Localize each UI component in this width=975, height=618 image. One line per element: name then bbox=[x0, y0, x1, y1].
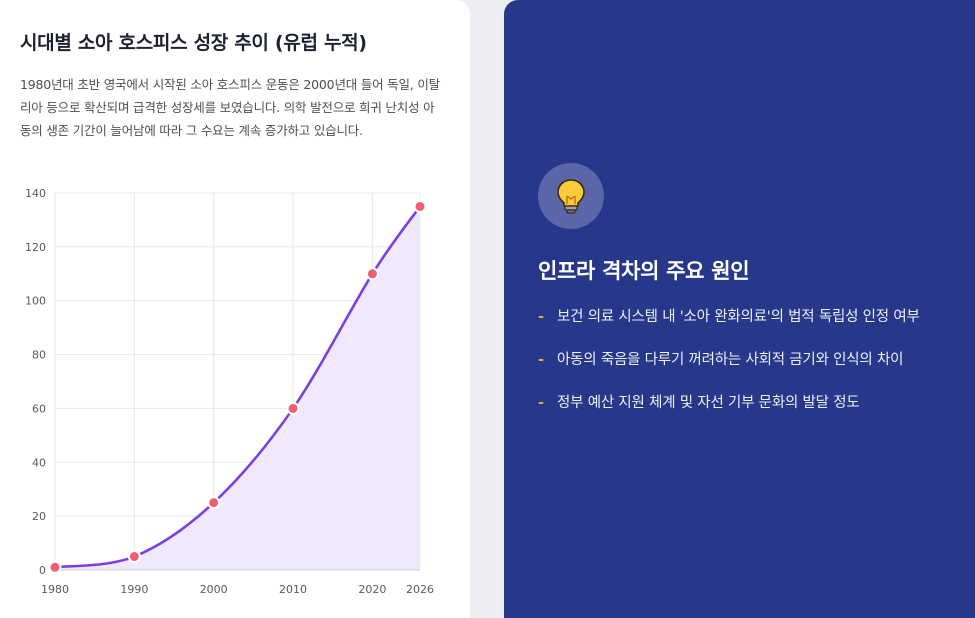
x-tick-label: 2000 bbox=[200, 583, 228, 596]
data-point bbox=[48, 560, 62, 574]
bullet-dash: - bbox=[538, 352, 544, 368]
y-tick-label: 140 bbox=[25, 187, 46, 200]
chart-title: 시대별 소아 호스피스 성장 추이 (유럽 누적) bbox=[20, 32, 367, 54]
causes-panel: 인프라 격차의 주요 원인 - 보건 의료 시스템 내 '소아 완화의료'의 법… bbox=[504, 0, 975, 618]
y-tick-label: 40 bbox=[32, 456, 46, 469]
causes-title: 인프라 격차의 주요 원인 bbox=[538, 259, 750, 283]
y-tick-label: 100 bbox=[25, 295, 46, 308]
growth-chart: 0 20 40 60 80 100 120 140 1980 1990 2000 2010 2020 20… bbox=[25, 187, 434, 596]
y-tick-label: 60 bbox=[32, 402, 46, 415]
data-point bbox=[365, 267, 379, 281]
x-tick-label: 1980 bbox=[41, 583, 69, 596]
cause-item: - 아동의 죽음을 다루기 꺼려하는 사회적 금기와 인식의 차이 bbox=[538, 348, 948, 372]
cause-text: 아동의 죽음을 다루기 꺼려하는 사회적 금기와 인식의 차이 bbox=[557, 352, 904, 368]
cause-item: - 정부 예산 지원 체계 및 자선 기부 문화의 발달 정도 bbox=[538, 391, 948, 415]
x-tick-label: 1990 bbox=[120, 583, 148, 596]
data-point bbox=[207, 496, 221, 510]
data-point bbox=[127, 550, 141, 564]
chart-description: 1980년대 초반 영국에서 시작된 소아 호스피스 운동은 2000년대 들어… bbox=[20, 77, 440, 138]
y-tick-label: 120 bbox=[25, 241, 46, 254]
data-point bbox=[413, 199, 427, 213]
area-fill bbox=[55, 206, 420, 570]
x-tick-label: 2026 bbox=[406, 583, 434, 596]
cause-item: - 보건 의료 시스템 내 '소아 완화의료'의 법적 독립성 인정 여부 bbox=[538, 305, 948, 329]
bullet-dash: - bbox=[538, 309, 544, 325]
cause-text: 정부 예산 지원 체계 및 자선 기부 문화의 발달 정도 bbox=[557, 395, 860, 411]
x-tick-label: 2020 bbox=[358, 583, 386, 596]
chart-card: 시대별 소아 호스피스 성장 추이 (유럽 누적) 1980년대 초반 영국에서… bbox=[0, 0, 470, 618]
x-tick-label: 2010 bbox=[279, 583, 307, 596]
y-tick-label: 0 bbox=[39, 564, 46, 577]
cause-text: 보건 의료 시스템 내 '소아 완화의료'의 법적 독립성 인정 여부 bbox=[557, 309, 920, 325]
bullet-dash: - bbox=[538, 395, 544, 411]
y-tick-label: 20 bbox=[32, 510, 46, 523]
data-point bbox=[286, 401, 300, 415]
y-tick-label: 80 bbox=[32, 349, 46, 362]
lightbulb-icon bbox=[538, 163, 604, 229]
causes-list: - 보건 의료 시스템 내 '소아 완화의료'의 법적 독립성 인정 여부 - … bbox=[538, 305, 948, 434]
